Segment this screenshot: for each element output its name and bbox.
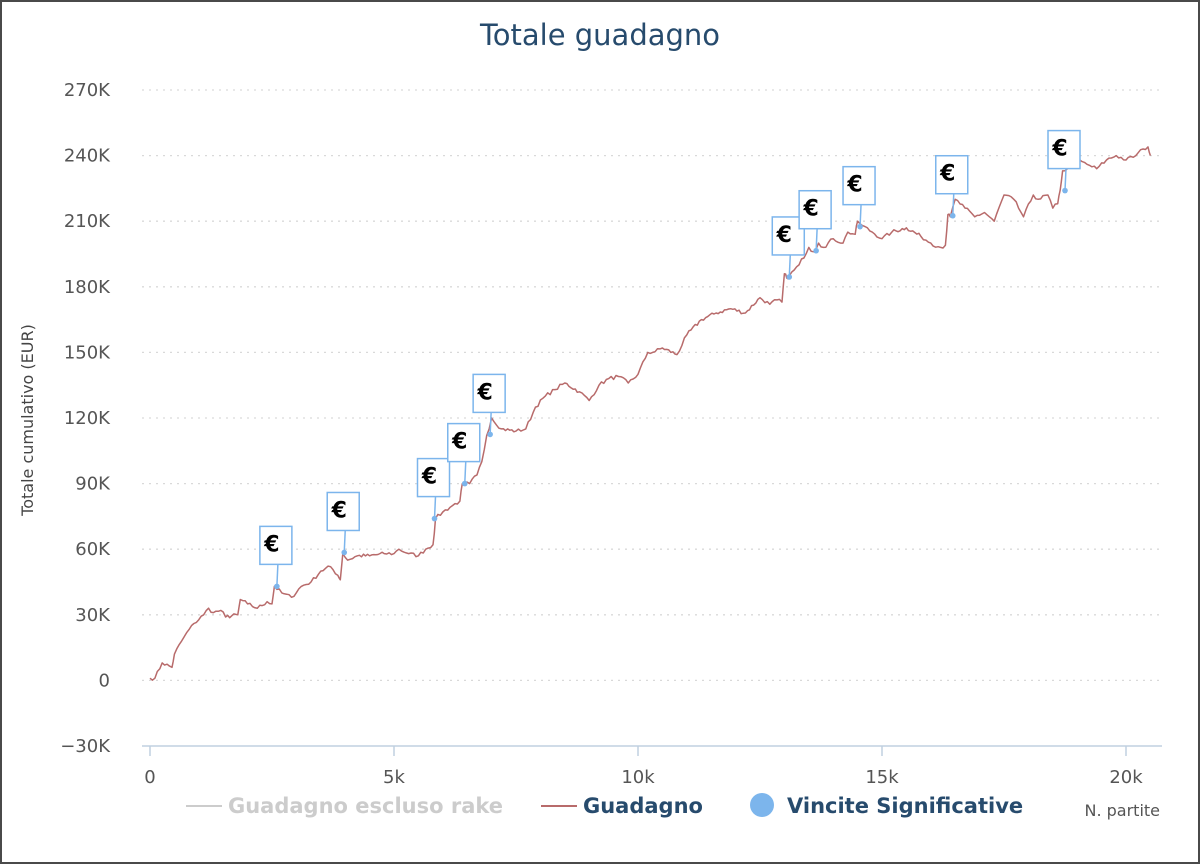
flag-euro-label: €	[1051, 137, 1067, 162]
flag-point	[431, 515, 438, 522]
flag-box	[259, 525, 293, 566]
x-tick-label: 5k	[383, 767, 405, 788]
win-flag[interactable]: €	[326, 491, 360, 556]
flag-connector	[464, 461, 467, 484]
flag-box	[771, 216, 806, 256]
flag-connector	[489, 412, 492, 435]
y-axis-label: Totale cumulativo (EUR)	[18, 324, 37, 517]
win-flag[interactable]: €	[472, 373, 506, 438]
flag-connector	[788, 254, 792, 277]
flag-euro-label: €	[939, 162, 955, 187]
flag-connector	[1064, 168, 1067, 191]
chart-title: Totale guadagno	[479, 18, 720, 52]
series-lines	[149, 146, 1152, 681]
legend-label: Guadagno	[583, 794, 703, 818]
win-flag[interactable]: €	[416, 457, 451, 522]
flag-point	[274, 583, 280, 590]
flag-euro-label: €	[331, 498, 347, 523]
flag-connector	[815, 228, 818, 251]
win-flag[interactable]: €	[447, 422, 481, 487]
flag-box	[416, 457, 451, 498]
y-tick-label: −30K	[60, 736, 111, 757]
flag-euro-label: €	[476, 380, 492, 405]
flag-point	[461, 480, 468, 487]
y-tick-label: 120K	[64, 408, 111, 429]
flag-connector	[276, 564, 279, 587]
significant-win-flags: € € € € € € € € € €	[259, 129, 1081, 590]
flag-box	[472, 373, 506, 414]
flag-point	[341, 549, 348, 556]
legend-label: Guadagno escluso rake	[228, 794, 503, 818]
y-tick-label: 60K	[75, 539, 111, 560]
flag-point	[857, 223, 863, 230]
flag-euro-label: €	[263, 532, 279, 557]
win-flag[interactable]: €	[842, 165, 876, 230]
x-tick-label: 20k	[1109, 767, 1143, 788]
y-tick-label: 0	[99, 670, 110, 691]
flag-box	[326, 491, 360, 532]
y-axis-ticks: −30K 0 30K 60K 90K 120K 150K 180K 210K 240K 270K	[60, 80, 111, 757]
series-line-guadagno	[149, 146, 1152, 681]
legend-item[interactable]: Guadagno escluso rake	[186, 794, 503, 818]
flag-box	[447, 422, 481, 463]
flag-point	[487, 431, 493, 438]
chart-legend: Guadagno escluso rake Guadagno Vincite Sig…	[186, 793, 1023, 818]
y-tick-label: 240K	[64, 146, 111, 167]
y-tick-label: 150K	[64, 342, 111, 363]
flag-connector	[343, 530, 346, 553]
flag-point	[949, 212, 956, 219]
flag-box	[842, 165, 876, 206]
flag-euro-label: €	[846, 173, 862, 198]
grid-lines	[142, 89, 1162, 682]
y-tick-label: 270K	[64, 80, 111, 101]
win-flag[interactable]: €	[1047, 129, 1081, 194]
flag-connector	[952, 193, 955, 216]
y-tick-label: 210K	[64, 211, 111, 232]
flag-connector	[859, 204, 862, 227]
win-flag[interactable]: €	[798, 189, 832, 254]
legend-item[interactable]: Vincite Significative	[750, 793, 1023, 818]
win-flag[interactable]: €	[259, 525, 293, 590]
flag-euro-label: €	[802, 197, 818, 222]
flag-point	[813, 247, 819, 254]
x-tick-label: 10k	[621, 767, 655, 788]
flag-point	[786, 274, 793, 280]
x-axis: 0 5k 10k 15k 20k	[142, 745, 1162, 788]
legend-item[interactable]: Guadagno	[541, 794, 703, 818]
y-tick-label: 90K	[75, 474, 111, 495]
legend-label: Vincite Significative	[787, 794, 1023, 818]
flag-point	[1062, 187, 1068, 194]
flag-euro-label: €	[421, 465, 437, 490]
flag-euro-label: €	[776, 223, 792, 248]
flag-box	[798, 189, 832, 230]
win-flag[interactable]: €	[935, 154, 969, 219]
flag-box	[935, 154, 969, 195]
flag-euro-label: €	[451, 430, 467, 455]
x-axis-label: N. partite	[1084, 801, 1160, 820]
x-tick-label: 0	[144, 767, 155, 788]
flag-box	[1047, 129, 1081, 170]
y-tick-label: 30K	[75, 605, 111, 626]
flag-connector	[433, 496, 437, 519]
win-flag[interactable]: €	[771, 216, 806, 280]
legend-dot-swatch	[750, 793, 774, 817]
x-tick-label: 15k	[865, 767, 899, 788]
y-tick-label: 180K	[64, 277, 111, 298]
